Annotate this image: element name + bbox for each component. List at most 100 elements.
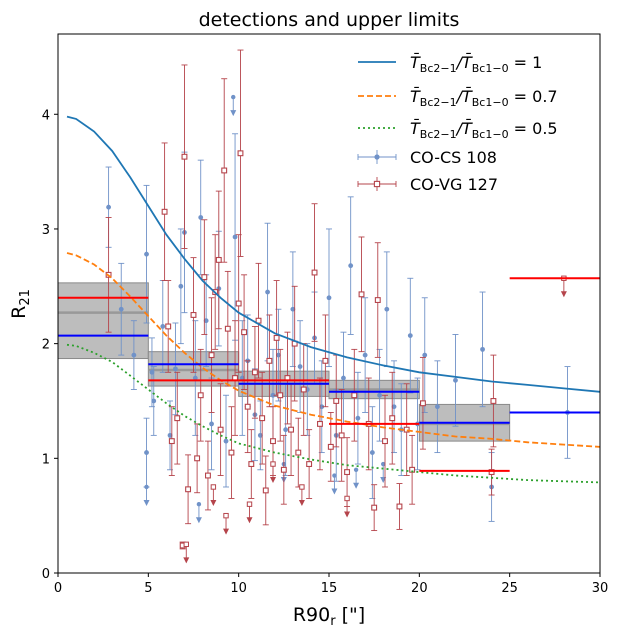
data-point [391, 404, 397, 410]
data-point [106, 204, 111, 210]
data-point [168, 438, 175, 445]
chart-title: detections and upper limits [199, 9, 460, 31]
data-point [306, 461, 313, 468]
upper-limit-head [210, 499, 217, 506]
upper-limit-head [230, 110, 237, 117]
upper-limit-head [269, 477, 276, 484]
data-point [215, 256, 222, 263]
x-tick-label: 0 [54, 581, 62, 596]
upper-limit-head [246, 517, 253, 524]
y-axis-label: R21 [8, 289, 33, 319]
data-point [201, 274, 208, 281]
data-point [151, 398, 157, 404]
data-point [161, 208, 168, 215]
data-point [270, 392, 276, 398]
legend-marker [373, 180, 381, 188]
data-point [490, 398, 497, 404]
upper-limit-point [183, 541, 189, 548]
data-point [237, 150, 244, 157]
upper-limit-head [560, 291, 567, 298]
legend: T̄Bc2−1/T̄Bc1−0 = 1 T̄Bc2−1/T̄Bc1−0 = 0.7… [357, 53, 558, 194]
data-point [174, 415, 181, 422]
data-point [355, 415, 361, 421]
legend-label-series-0: CO-CS 108 [410, 148, 497, 167]
data-point [203, 318, 209, 324]
y-tick-label: 4 [42, 108, 50, 123]
series-0 [105, 94, 571, 524]
data-point [259, 415, 266, 422]
data-point [371, 504, 378, 511]
upper-limit-point [231, 94, 236, 100]
data-point [326, 295, 332, 301]
data-point [223, 438, 229, 444]
model-curve-1 [66, 252, 600, 448]
x-tick-label: 20 [411, 581, 428, 596]
data-point [358, 291, 365, 298]
data-point [488, 469, 495, 476]
data-point [241, 329, 248, 336]
data-point [228, 449, 235, 456]
data-point [290, 306, 296, 312]
x-tick-label: 10 [230, 581, 247, 596]
data-point [205, 472, 211, 479]
upper-limit-head [344, 511, 351, 518]
data-point [277, 392, 284, 399]
upper-limit-head [195, 517, 202, 524]
data-point [257, 432, 263, 438]
data-point [348, 263, 354, 269]
data-point [311, 269, 318, 276]
upper-limit-point [246, 501, 253, 507]
upper-limit-head [353, 482, 360, 489]
data-point [144, 251, 149, 257]
data-point [266, 357, 273, 364]
data-point [118, 306, 124, 312]
upper-limit-point [299, 484, 305, 490]
plot-content [58, 49, 600, 564]
data-point [185, 486, 192, 493]
model-curve-2 [66, 343, 600, 484]
data-point [192, 375, 198, 381]
data-point [351, 392, 358, 399]
y-tick-label: 3 [42, 223, 50, 238]
data-point [403, 426, 410, 433]
legend-label-2: T̄Bc2−1/T̄Bc1−0 = 0.5 [410, 119, 558, 141]
data-point [270, 438, 276, 445]
data-point [190, 312, 197, 318]
data-point [377, 392, 382, 398]
upper-limit-point [223, 512, 229, 519]
x-tick-label: 5 [144, 581, 152, 596]
data-point [362, 352, 368, 358]
data-point [265, 289, 270, 295]
data-point [382, 438, 388, 445]
data-point [251, 369, 258, 376]
data-point [317, 420, 323, 427]
upper-limit-point [270, 461, 276, 467]
data-point [419, 400, 426, 407]
upper-limit-point [381, 461, 386, 467]
upper-limit-point [210, 484, 217, 490]
data-point [422, 352, 428, 358]
x-tick-label: 25 [501, 581, 518, 596]
upper-limit-head [143, 499, 150, 506]
y-tick-label: 1 [42, 452, 50, 467]
legend-marker [374, 154, 380, 160]
data-point [389, 415, 396, 422]
data-point [217, 426, 224, 433]
upper-limit-point [144, 484, 149, 490]
data-point [300, 386, 307, 393]
data-point [369, 450, 375, 455]
upper-limit-point [353, 467, 359, 472]
data-point [262, 487, 269, 494]
data-point [208, 352, 215, 359]
upper-limit-head [223, 528, 230, 535]
data-point [295, 449, 302, 456]
plot-area [57, 33, 601, 574]
upper-limit-point [344, 495, 350, 502]
data-point [338, 432, 345, 439]
data-point [297, 364, 303, 369]
upper-limit-head [183, 557, 190, 564]
data-point [322, 357, 329, 364]
data-point [235, 300, 242, 307]
upper-limit-point [196, 501, 202, 507]
